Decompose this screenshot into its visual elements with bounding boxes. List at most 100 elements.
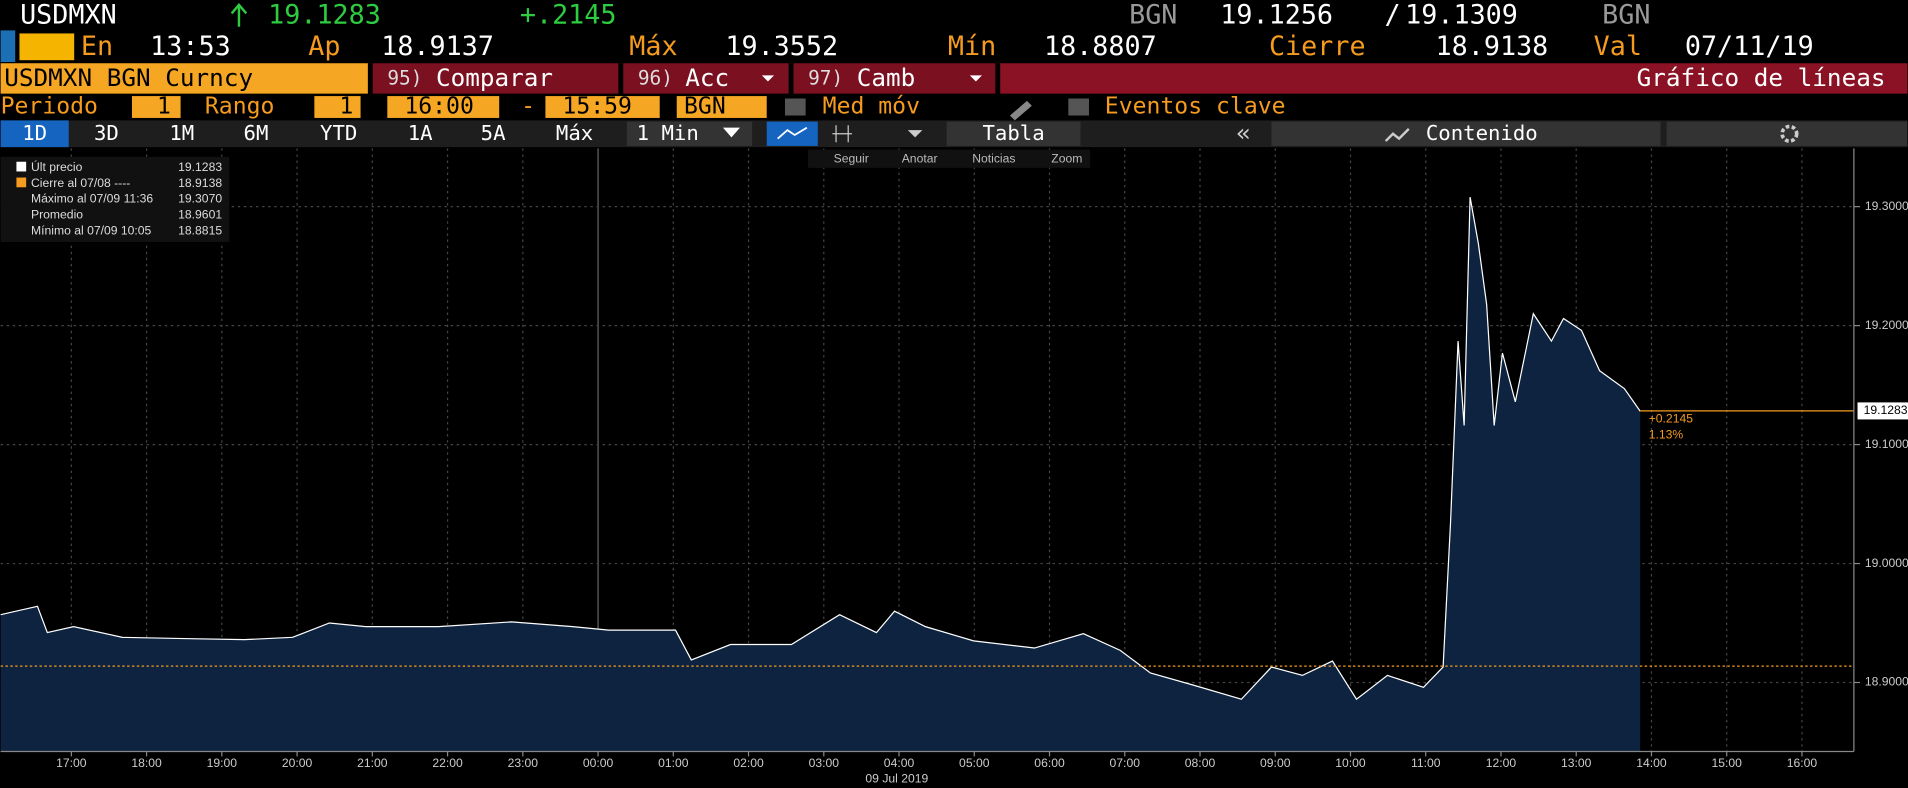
legend-swatch bbox=[16, 177, 27, 188]
security-field[interactable] bbox=[0, 63, 368, 94]
x-tick-label: 21:00 bbox=[357, 756, 388, 770]
tab[interactable]: 6M bbox=[244, 121, 269, 145]
legend-swatch bbox=[16, 161, 27, 172]
stat-value: 18.8807 bbox=[1044, 31, 1157, 62]
x-tick-label: 10:00 bbox=[1335, 756, 1366, 770]
tab[interactable]: Máx bbox=[556, 121, 593, 145]
x-tick-label: 06:00 bbox=[1034, 756, 1065, 770]
x-tick-label: 22:00 bbox=[432, 756, 463, 770]
table-button: Tabla bbox=[982, 121, 1044, 145]
tool[interactable]: Anotar bbox=[902, 152, 938, 166]
x-tick-label: 00:00 bbox=[583, 756, 614, 770]
stat-label: En bbox=[81, 31, 113, 62]
tab[interactable]: 1A bbox=[408, 121, 433, 145]
input[interactable] bbox=[131, 96, 181, 118]
y-tick-label: 19.0000 bbox=[1865, 556, 1908, 570]
stat-label: Mín bbox=[948, 31, 996, 62]
dropdown-arrow bbox=[761, 75, 775, 82]
x-tick-label: 11:00 bbox=[1411, 756, 1441, 770]
checkbox[interactable] bbox=[784, 98, 806, 116]
tab[interactable]: YTD bbox=[320, 121, 357, 145]
tool[interactable]: Seguir bbox=[834, 152, 869, 166]
separator: / bbox=[1384, 0, 1400, 30]
x-tick-label: 23:00 bbox=[508, 756, 539, 770]
stat-label: Máx bbox=[629, 31, 677, 62]
button-label: Comparar bbox=[436, 63, 553, 92]
legend-label: Máximo al 07/09 11:36 bbox=[31, 192, 153, 206]
button[interactable] bbox=[793, 63, 996, 94]
stat-label: Val bbox=[1594, 31, 1642, 62]
stat-value: 07/11/19 bbox=[1685, 31, 1814, 62]
input[interactable] bbox=[314, 96, 361, 118]
date-label: 09 Jul 2019 bbox=[865, 772, 928, 786]
input-value: 16:00 bbox=[404, 94, 474, 120]
monitor-icon[interactable] bbox=[18, 32, 76, 62]
area bbox=[0, 197, 1641, 752]
up-arrow bbox=[230, 2, 248, 27]
tab[interactable]: 1D bbox=[22, 121, 47, 145]
x-tick-label: 04:00 bbox=[884, 756, 915, 770]
last-price-label: 19.1283 bbox=[1864, 403, 1908, 417]
settings-gear[interactable] bbox=[1780, 124, 1799, 143]
legend-value: 19.3070 bbox=[178, 192, 222, 206]
legend-label: Últ precio bbox=[31, 159, 83, 174]
tab[interactable]: 5A bbox=[481, 121, 506, 145]
x-tick-label: 13:00 bbox=[1561, 756, 1592, 770]
x-tick-label: 02:00 bbox=[733, 756, 764, 770]
legend-value: 18.9138 bbox=[178, 176, 222, 190]
x-tick-label: 20:00 bbox=[282, 756, 313, 770]
bid: 19.1256 bbox=[1220, 0, 1333, 30]
stat-value: 19.3552 bbox=[725, 31, 838, 62]
y-tick-label: 19.1000 bbox=[1865, 437, 1908, 451]
percent-annotation: 1.13% bbox=[1649, 427, 1684, 441]
tool[interactable]: Zoom bbox=[1051, 152, 1082, 166]
status-bar bbox=[0, 30, 16, 63]
checkbox[interactable] bbox=[1068, 98, 1089, 116]
tab[interactable]: 1M bbox=[169, 121, 194, 145]
ticker: USDMXN bbox=[20, 0, 117, 30]
input-value: 15:59 bbox=[562, 94, 632, 120]
input-value: BGN bbox=[684, 94, 726, 120]
x-tick-label: 15:00 bbox=[1712, 756, 1743, 770]
stat-label: Ap bbox=[308, 31, 340, 62]
button[interactable] bbox=[372, 63, 619, 94]
input[interactable] bbox=[545, 96, 660, 118]
input[interactable] bbox=[676, 96, 767, 118]
content-icon bbox=[1384, 128, 1410, 142]
dropdown-arrow[interactable] bbox=[907, 130, 923, 138]
mask bbox=[1591, 31, 1908, 63]
line-glyph bbox=[777, 126, 808, 140]
button[interactable] bbox=[623, 63, 789, 94]
contents-button: Contenido bbox=[1426, 121, 1538, 145]
legend-value: 18.9601 bbox=[178, 207, 222, 221]
security: USDMXN BGN Curncy bbox=[4, 63, 253, 92]
x-tick-label: 18:00 bbox=[131, 756, 162, 770]
button-key: 95) bbox=[387, 67, 422, 90]
tab-active[interactable] bbox=[0, 120, 69, 148]
tab[interactable]: 3D bbox=[94, 121, 119, 145]
button-label: Acc bbox=[685, 63, 729, 92]
dropdown-arrow bbox=[969, 75, 982, 82]
x-tick-label: 09:00 bbox=[1260, 756, 1291, 770]
button[interactable] bbox=[1271, 121, 1661, 146]
legend-label: Cierre al 07/08 ---- bbox=[31, 176, 130, 190]
x-tick-label: 12:00 bbox=[1486, 756, 1517, 770]
button[interactable] bbox=[946, 121, 1081, 146]
setting-label: Rango bbox=[205, 94, 275, 120]
collapse-icon[interactable]: « bbox=[1236, 118, 1251, 147]
input[interactable] bbox=[387, 96, 500, 118]
tool[interactable]: Noticias bbox=[972, 152, 1015, 166]
bar-icon[interactable] bbox=[832, 125, 852, 143]
change: +.2145 bbox=[520, 0, 617, 30]
pencil-icon[interactable] bbox=[1009, 100, 1032, 121]
legend-label: Promedio bbox=[31, 207, 83, 221]
last-price-tag bbox=[1857, 402, 1908, 420]
y-tick-label: 19.2000 bbox=[1865, 318, 1908, 332]
button-key: 96) bbox=[638, 67, 673, 90]
input-value: 1 bbox=[339, 94, 353, 120]
tools-bar bbox=[808, 149, 1091, 168]
x-tick-label: 16:00 bbox=[1787, 756, 1818, 770]
